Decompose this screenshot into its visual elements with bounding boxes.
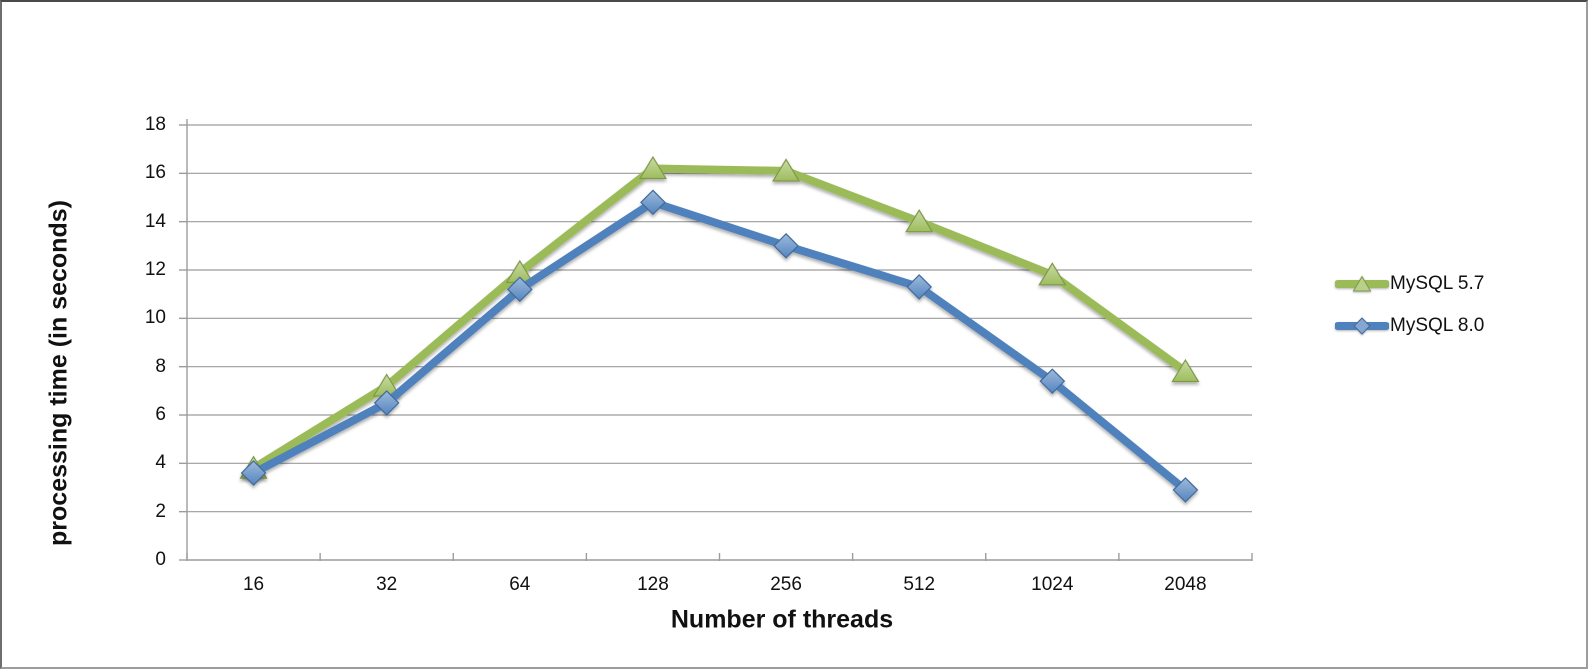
y-tick-label: 16 (144, 162, 166, 184)
legend-label: MySQL 8.0 (1390, 315, 1485, 336)
series-mysql-8-0 (240, 189, 1199, 503)
diamond-marker-icon (240, 460, 267, 486)
x-tick-label: 32 (376, 574, 398, 595)
y-tick-label: 12 (144, 259, 166, 280)
legend-item-mysql-8-0: MySQL 8.0 (1335, 313, 1484, 339)
triangle-marker-icon (638, 155, 668, 180)
legend-item-mysql-5-7: MySQL 5.7 (1335, 271, 1484, 297)
legend-swatch-triangle (1335, 275, 1389, 292)
legend-swatch-diamond (1335, 317, 1389, 335)
x-tick-label: 2048 (1164, 574, 1207, 595)
x-tick-label: 128 (637, 574, 669, 595)
y-tick-label: 4 (155, 452, 166, 474)
x-tick-label: 1024 (1031, 574, 1074, 595)
y-tick-label: 18 (144, 114, 166, 135)
axes (179, 119, 1253, 561)
series-line-mysql-8-0 (249, 198, 1190, 494)
x-tick-label: 64 (509, 574, 531, 595)
diamond-marker-icon (373, 390, 400, 416)
triangle-marker-icon (1171, 358, 1200, 383)
legend: MySQL 5.7 MySQL 8.0 (1335, 271, 1484, 339)
x-tick-label: 512 (903, 574, 936, 595)
x-tick-label: 16 (242, 574, 265, 595)
y-tick-label: 10 (144, 307, 166, 329)
diamond-marker-icon (1353, 317, 1371, 335)
y-tick-label: 14 (144, 210, 166, 232)
triangle-marker-icon (905, 209, 934, 233)
y-tick-label: 8 (155, 355, 166, 377)
series-line-mysql-5-7 (249, 164, 1190, 473)
triangle-marker-icon (1038, 262, 1067, 286)
diamond-marker-icon (1172, 477, 1199, 503)
triangle-marker-icon (1352, 275, 1372, 292)
x-tick-label: 256 (770, 574, 802, 595)
triangle-marker-icon (771, 158, 801, 182)
diamond-marker-icon (506, 276, 533, 303)
legend-label: MySQL 5.7 (1390, 273, 1485, 294)
series-mysql-5-7 (239, 155, 1200, 479)
y-tick-label: 2 (155, 500, 166, 522)
x-axis-title: Number of threads (670, 605, 894, 634)
diamond-marker-icon (640, 189, 666, 216)
diamond-marker-icon (1039, 368, 1066, 395)
gridlines (187, 124, 1252, 513)
y-axis-title: processing time (in seconds) (44, 200, 73, 546)
diamond-marker-icon (773, 232, 799, 259)
diamond-marker-icon (906, 274, 933, 300)
y-tick-label: 0 (155, 549, 166, 570)
y-tick-label: 6 (155, 404, 166, 425)
